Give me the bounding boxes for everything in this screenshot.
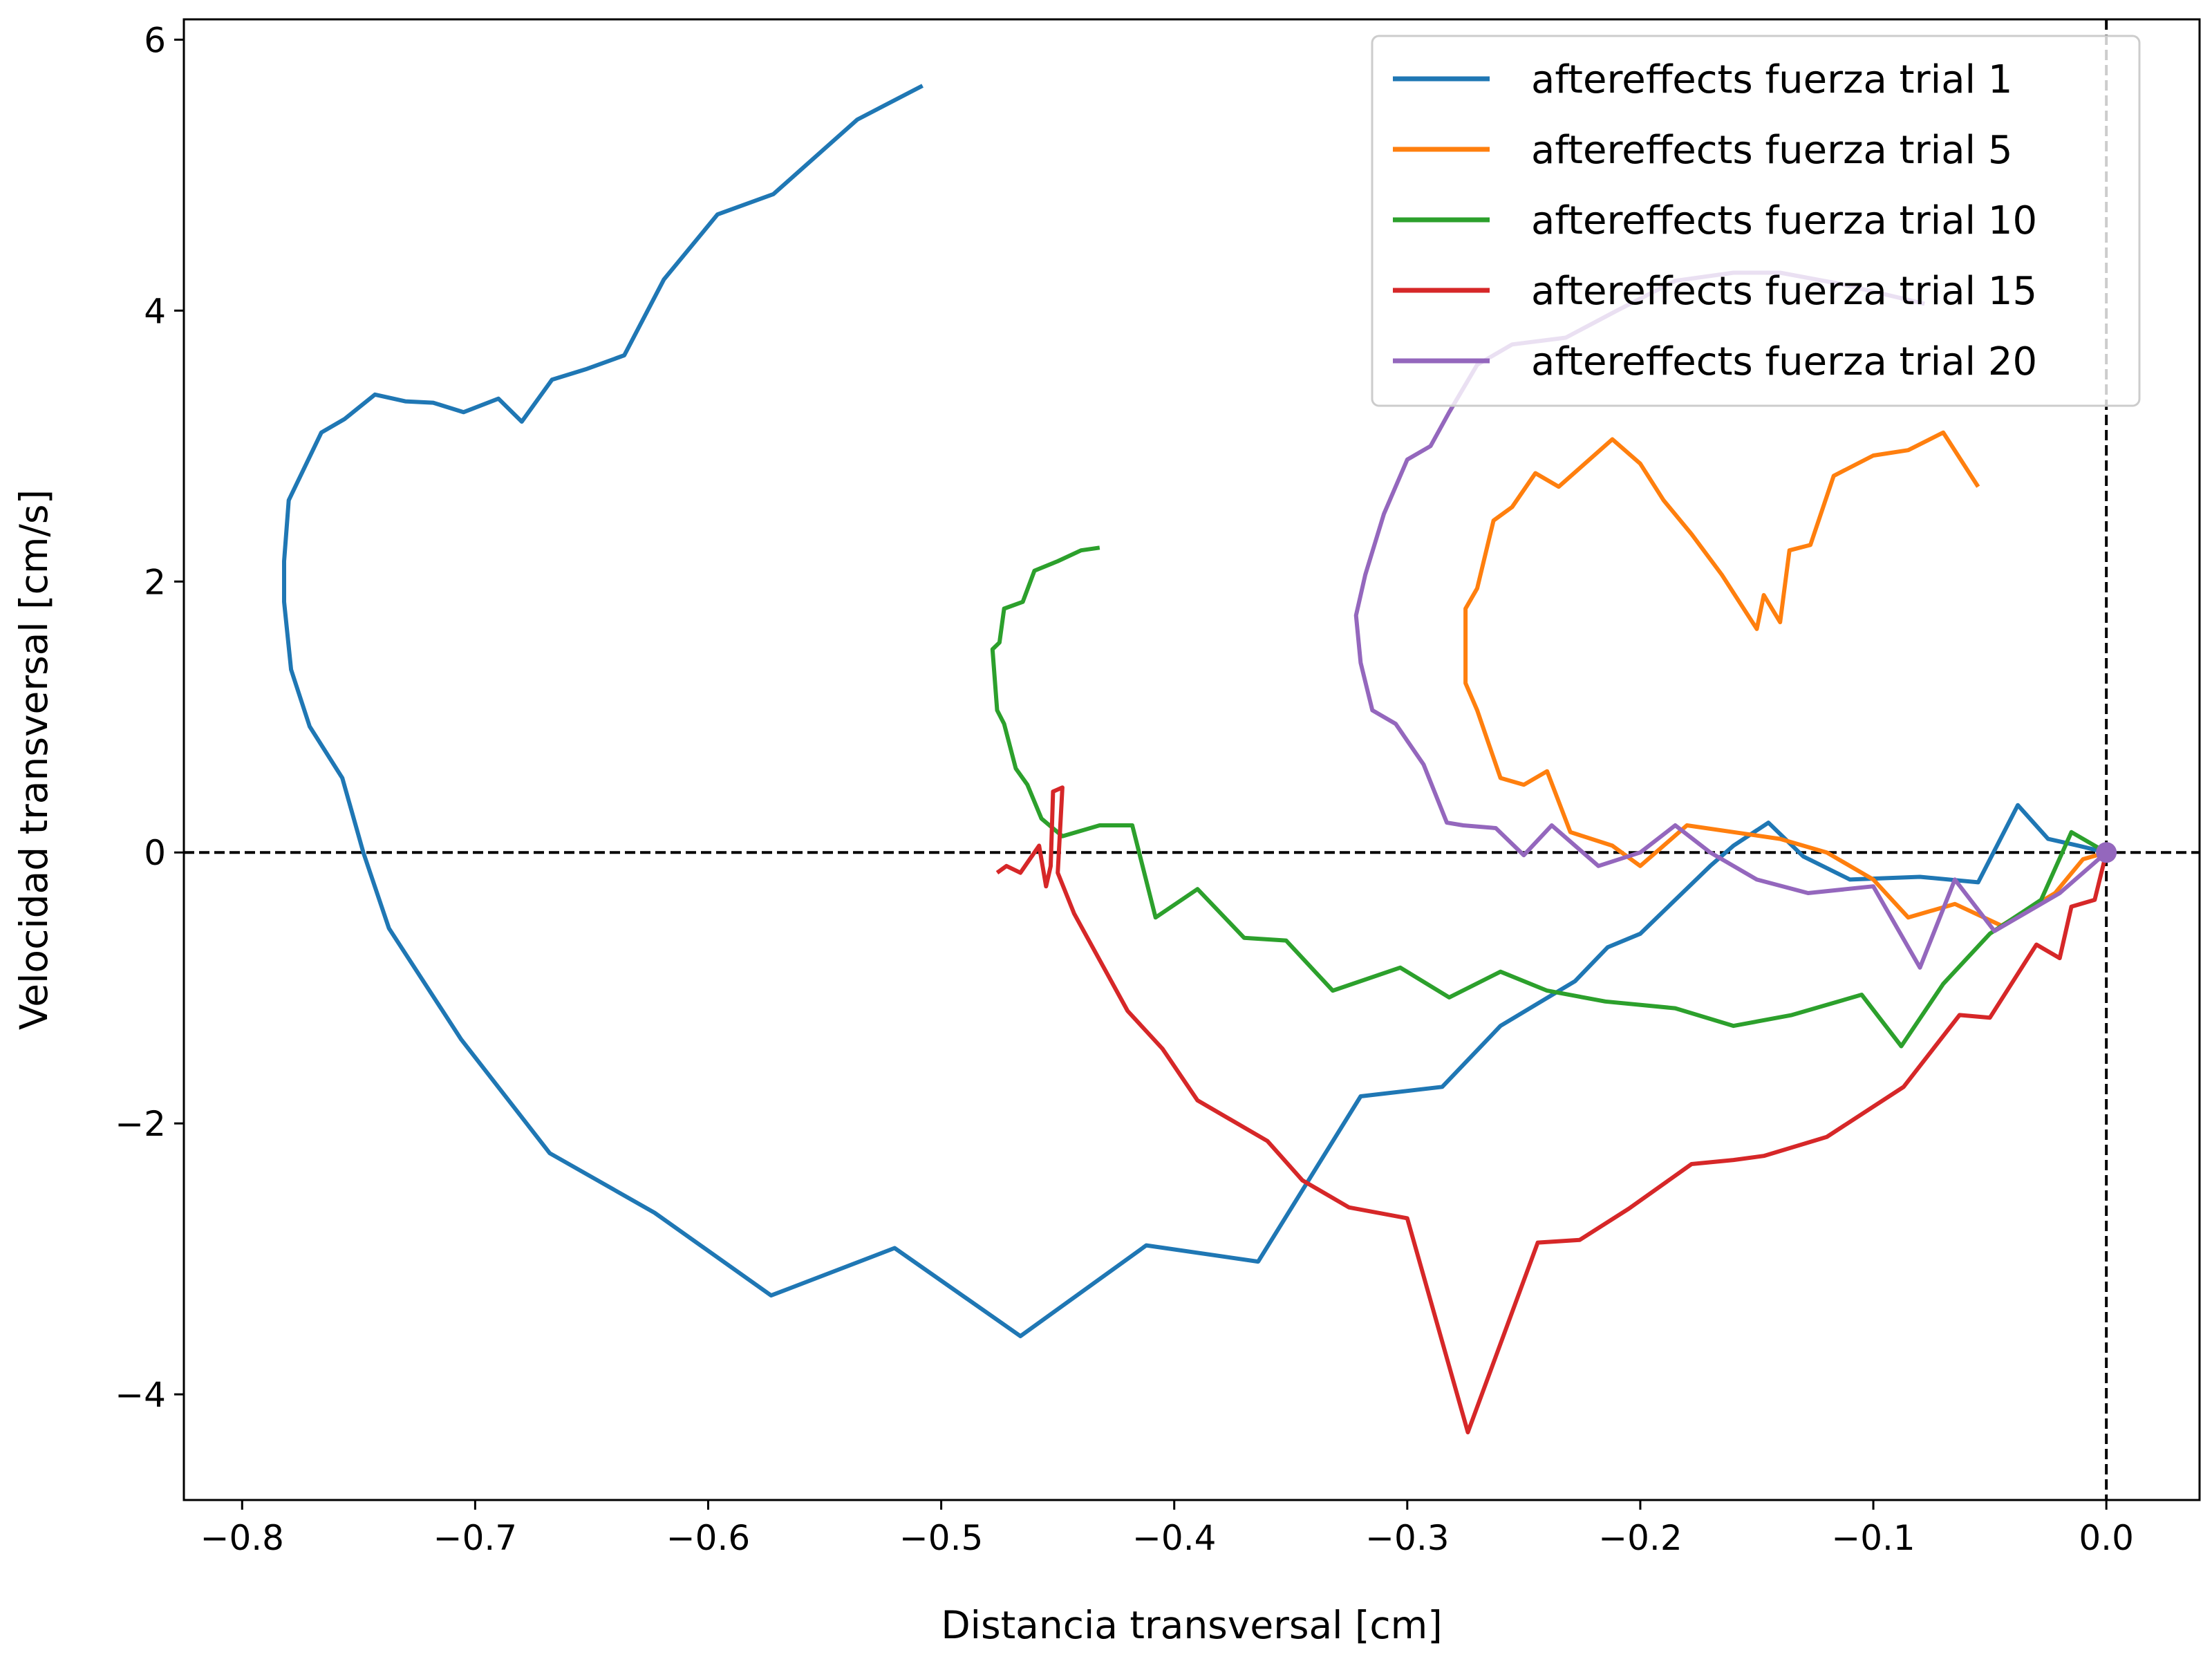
series-line-1 <box>282 84 2107 1338</box>
x-axis-ticks: −0.8 −0.7 −0.6 −0.5 −0.4 −0.3 −0.2 −0.1 0.0 <box>200 1500 2134 1558</box>
series-line-4 <box>995 785 2109 1434</box>
x-tick-label: −0.5 <box>899 1518 983 1558</box>
y-tick-label: 6 <box>144 20 166 60</box>
series-line-3 <box>990 545 2108 1049</box>
x-tick-label: −0.2 <box>1598 1518 1682 1558</box>
legend-label-3: aftereffects fuerza trial 10 <box>1531 198 2037 243</box>
y-tick-label: −2 <box>115 1104 166 1144</box>
legend: aftereffects fuerza trial 1 aftereffects … <box>1371 35 2141 407</box>
series-line-2 <box>1463 430 2108 928</box>
x-tick-label: −0.3 <box>1365 1518 1449 1558</box>
plot-frame <box>182 18 2201 1501</box>
x-tick-label: −0.8 <box>200 1518 284 1558</box>
y-tick-label: 4 <box>144 291 166 331</box>
legend-box <box>1371 35 2141 407</box>
x-tick-label: −0.7 <box>433 1518 517 1558</box>
legend-label-1: aftereffects fuerza trial 1 <box>1531 57 2013 102</box>
x-tick-label: −0.1 <box>1831 1518 1915 1558</box>
y-tick-label: 0 <box>144 833 166 873</box>
x-tick-label: −0.4 <box>1132 1518 1216 1558</box>
x-axis-label: Distancia transversal [cm] <box>941 1603 1442 1647</box>
x-tick-label: 0.0 <box>2079 1518 2134 1558</box>
legend-label-2: aftereffects fuerza trial 5 <box>1531 128 2013 173</box>
legend-label-4: aftereffects fuerza trial 15 <box>1531 269 2037 314</box>
y-tick-label: 2 <box>144 562 166 602</box>
legend-label-5: aftereffects fuerza trial 20 <box>1531 339 2037 384</box>
marker-layer <box>2096 842 2117 863</box>
y-axis-ticks: −4 −2 0 2 4 6 <box>115 20 184 1415</box>
x-tick-label: −0.6 <box>666 1518 750 1558</box>
origin-marker <box>2096 842 2117 863</box>
y-tick-label: −4 <box>115 1375 166 1415</box>
y-axis-label: Velocidad transversal [cm/s] <box>12 489 56 1030</box>
